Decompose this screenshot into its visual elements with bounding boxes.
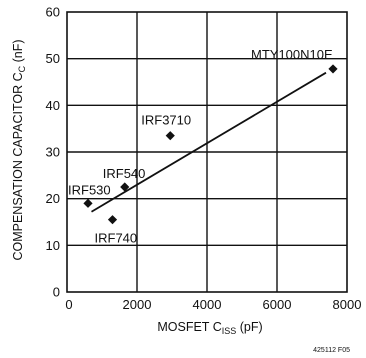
data-point-marker (120, 182, 130, 192)
data-point-marker (328, 64, 338, 74)
data-point-label: IRF540 (103, 166, 146, 181)
data-point-label: MTY100N10E (251, 47, 333, 62)
x-tick-label: 6000 (263, 297, 292, 312)
data-point-label: IRF3710 (141, 113, 191, 128)
data-point-marker (165, 131, 175, 141)
x-tick-label: 2000 (123, 297, 152, 312)
trend-line (91, 71, 327, 213)
y-tick-label: 40 (46, 98, 60, 113)
y-tick-label: 0 (53, 285, 60, 300)
y-tick-label: 50 (46, 51, 60, 66)
x-axis-title: MOSFET CISS (pF) (157, 320, 262, 336)
data-point-marker (107, 215, 118, 225)
y-axis-title: COMPENSATION CAPACITOR CC (nF) (11, 39, 27, 260)
y-tick-label: 20 (46, 191, 60, 206)
x-tick-label: 4000 (193, 297, 222, 312)
figure-footnote: 425112 F05 (313, 347, 350, 354)
data-markers (83, 64, 338, 225)
x-tick-label: 0 (65, 297, 72, 312)
y-tick-label: 10 (46, 238, 60, 253)
y-tick-labels: 0 10 20 30 40 50 60 (46, 5, 60, 300)
x-tick-label: 8000 (333, 297, 362, 312)
data-point-marker (83, 198, 93, 208)
point-labels: IRF530 IRF740 IRF540 IRF3710 MTY100N10E (68, 47, 333, 246)
plot-frame (66, 11, 348, 293)
x-tick-labels: 0 2000 4000 6000 8000 (65, 297, 361, 312)
data-point-label: IRF740 (95, 231, 138, 246)
y-tick-label: 60 (46, 5, 60, 20)
data-point-label: IRF530 (68, 182, 111, 197)
y-tick-label: 30 (46, 145, 60, 160)
